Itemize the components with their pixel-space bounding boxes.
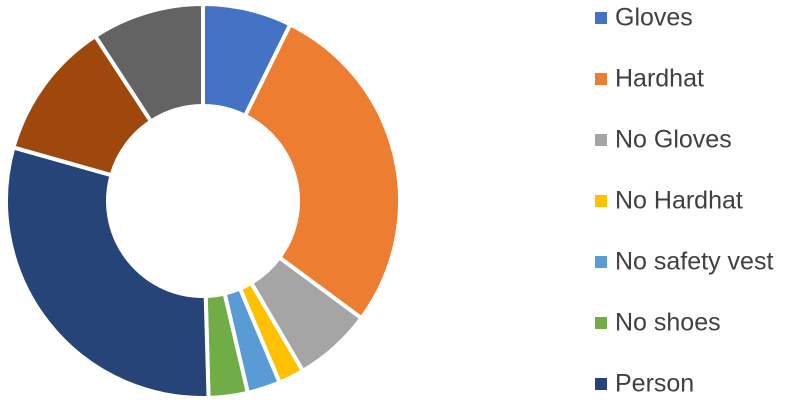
legend-label: Gloves — [615, 4, 693, 32]
donut-slice — [92, 1, 205, 125]
legend-label: No Hardhat — [615, 187, 743, 215]
legend-label: No safety vest — [615, 248, 773, 276]
donut-slice — [4, 145, 211, 400]
legend-label: No shoes — [615, 309, 721, 337]
legend-swatch — [595, 317, 607, 329]
donut-slice — [242, 21, 402, 321]
legend-swatch — [595, 378, 607, 390]
legend-label: Person — [615, 370, 694, 398]
legend-swatch — [595, 195, 607, 207]
legend-label: No Gloves — [615, 126, 732, 154]
legend-swatch — [595, 73, 607, 85]
legend-swatch — [595, 12, 607, 24]
legend-label: Hardhat — [615, 65, 704, 93]
legend-swatch — [595, 256, 607, 268]
legend-swatch — [595, 134, 607, 146]
